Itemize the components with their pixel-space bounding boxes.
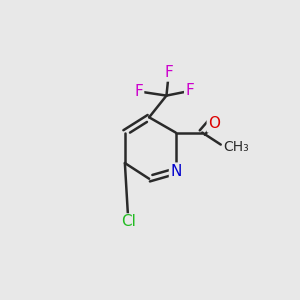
Text: N: N [170,164,182,178]
Text: F: F [164,65,173,80]
Text: F: F [185,83,194,98]
Text: F: F [134,84,143,99]
Text: CH₃: CH₃ [223,140,249,154]
Text: Cl: Cl [121,214,136,230]
Text: O: O [208,116,220,131]
